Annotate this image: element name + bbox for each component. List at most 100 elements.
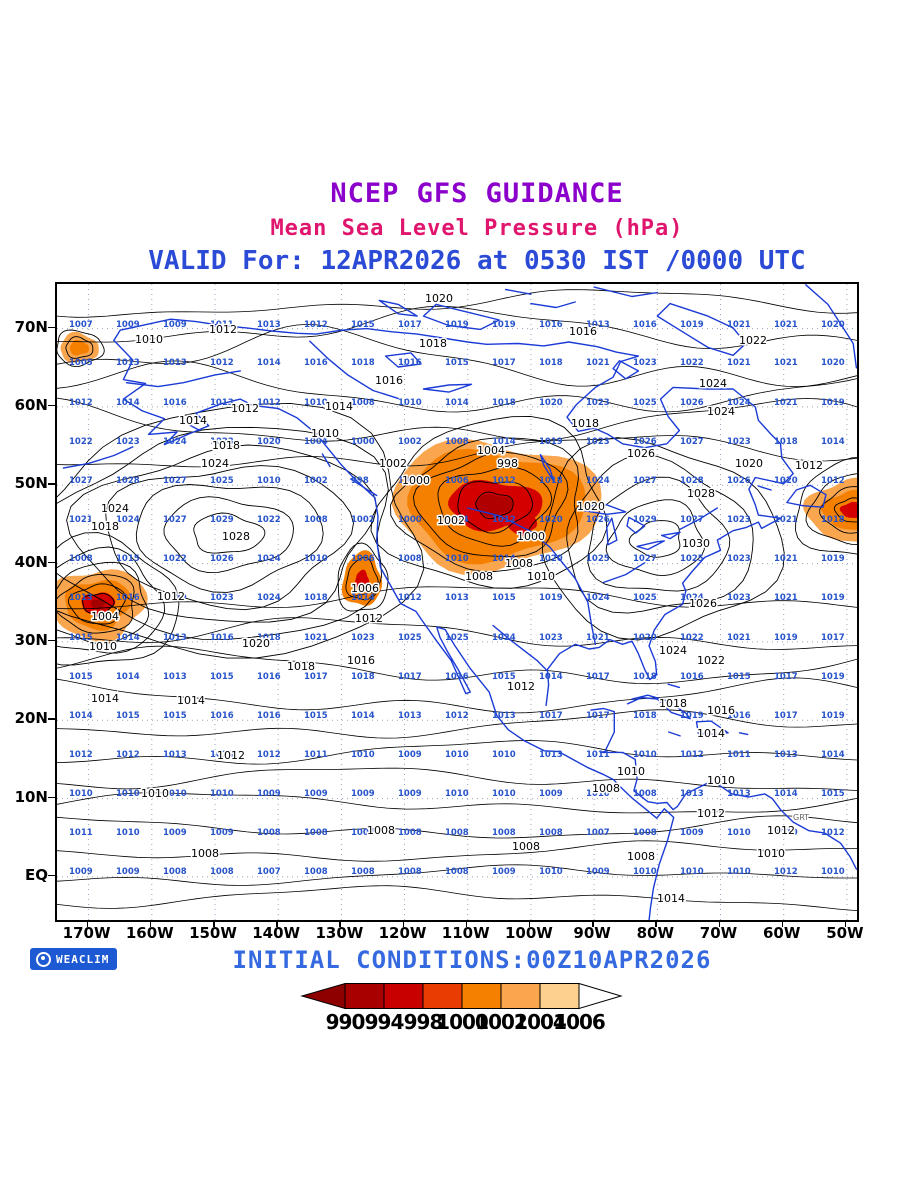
lon-tick-mark xyxy=(86,920,89,927)
svg-text:1008: 1008 xyxy=(445,437,469,447)
svg-text:1019: 1019 xyxy=(821,554,845,564)
svg-text:1010: 1010 xyxy=(304,554,328,564)
svg-text:1020: 1020 xyxy=(242,637,270,650)
lon-tick-mark xyxy=(276,920,278,927)
colorbar-tick-label: 1004 xyxy=(514,1010,567,1034)
svg-text:1017: 1017 xyxy=(398,672,422,682)
svg-text:1009: 1009 xyxy=(163,828,187,838)
svg-text:1016: 1016 xyxy=(163,398,187,408)
lat-tick-label: 70N xyxy=(14,317,48,336)
svg-text:1019: 1019 xyxy=(539,437,563,447)
svg-text:1016: 1016 xyxy=(569,325,597,338)
svg-text:1018: 1018 xyxy=(821,515,845,525)
svg-text:1008: 1008 xyxy=(398,554,422,564)
svg-text:1024: 1024 xyxy=(707,405,735,418)
svg-text:1017: 1017 xyxy=(398,320,422,330)
svg-text:1015: 1015 xyxy=(351,320,375,330)
lat-tick-mark xyxy=(48,718,55,720)
svg-text:1015: 1015 xyxy=(821,789,845,799)
svg-text:1016: 1016 xyxy=(445,672,469,682)
svg-text:1009: 1009 xyxy=(398,750,422,760)
svg-text:1014: 1014 xyxy=(821,437,845,447)
svg-text:1009: 1009 xyxy=(351,789,375,799)
svg-text:GRT: GRT xyxy=(793,813,809,822)
svg-text:1018: 1018 xyxy=(774,437,798,447)
svg-text:1018: 1018 xyxy=(351,672,375,682)
svg-text:1018: 1018 xyxy=(287,660,315,673)
svg-text:1009: 1009 xyxy=(163,320,187,330)
svg-text:1015: 1015 xyxy=(727,672,751,682)
svg-text:1002: 1002 xyxy=(379,457,407,470)
lon-tick-mark xyxy=(781,920,784,927)
svg-text:1014: 1014 xyxy=(774,789,798,799)
svg-text:1010: 1010 xyxy=(135,333,163,346)
svg-text:1012: 1012 xyxy=(492,515,516,525)
svg-text:1018: 1018 xyxy=(212,439,240,452)
svg-text:1013: 1013 xyxy=(257,320,281,330)
svg-text:1024: 1024 xyxy=(659,644,687,657)
svg-text:1016: 1016 xyxy=(210,711,234,721)
lon-tick-label: 110W xyxy=(441,924,490,942)
svg-text:1014: 1014 xyxy=(539,672,563,682)
svg-text:1027: 1027 xyxy=(680,515,704,525)
lon-tick-mark xyxy=(465,920,468,927)
svg-text:1020: 1020 xyxy=(539,398,563,408)
lon-tick-label: 80W xyxy=(636,924,675,942)
svg-text:1014: 1014 xyxy=(69,711,93,721)
svg-text:1015: 1015 xyxy=(69,672,93,682)
lat-tick-mark xyxy=(48,326,55,329)
svg-text:1017: 1017 xyxy=(586,672,610,682)
svg-text:1010: 1010 xyxy=(304,398,328,408)
svg-text:1009: 1009 xyxy=(69,867,93,877)
svg-text:1016: 1016 xyxy=(210,633,234,643)
svg-text:1023: 1023 xyxy=(727,593,751,603)
svg-text:1018: 1018 xyxy=(539,358,563,368)
svg-text:1009: 1009 xyxy=(116,320,140,330)
svg-text:1014: 1014 xyxy=(697,727,725,740)
svg-text:1021: 1021 xyxy=(774,593,798,603)
svg-text:1012: 1012 xyxy=(257,398,281,408)
svg-text:1012: 1012 xyxy=(767,824,795,837)
svg-text:1018: 1018 xyxy=(633,672,657,682)
svg-text:1012: 1012 xyxy=(217,749,245,762)
svg-text:998: 998 xyxy=(351,476,369,486)
svg-text:1021: 1021 xyxy=(304,633,328,643)
svg-text:1004: 1004 xyxy=(445,515,469,525)
lat-tick-label: 60N xyxy=(14,395,48,414)
svg-text:1021: 1021 xyxy=(774,515,798,525)
lat-tick-label: 20N xyxy=(14,709,48,728)
svg-text:1014: 1014 xyxy=(351,711,375,721)
svg-text:1025: 1025 xyxy=(586,554,610,564)
svg-text:1029: 1029 xyxy=(633,515,657,525)
svg-text:1012: 1012 xyxy=(116,750,140,760)
weaclim-logo-text: WEACLIM xyxy=(56,952,110,966)
svg-text:1013: 1013 xyxy=(727,789,751,799)
svg-text:1025: 1025 xyxy=(398,633,422,643)
svg-text:1022: 1022 xyxy=(697,654,725,667)
svg-text:1009: 1009 xyxy=(304,789,328,799)
svg-text:1020: 1020 xyxy=(577,500,605,513)
colorbar-tick-label: 1006 xyxy=(553,1010,606,1034)
svg-text:1008: 1008 xyxy=(210,867,234,877)
lon-tick-mark xyxy=(402,920,405,927)
svg-text:1013: 1013 xyxy=(445,593,469,603)
svg-text:1008: 1008 xyxy=(445,867,469,877)
svg-text:1013: 1013 xyxy=(680,789,704,799)
svg-text:1024: 1024 xyxy=(680,593,704,603)
svg-text:1010: 1010 xyxy=(757,847,785,860)
svg-text:1010: 1010 xyxy=(141,787,169,800)
svg-text:1002: 1002 xyxy=(398,437,422,447)
svg-text:1007: 1007 xyxy=(257,867,281,877)
colorbar-tick-label: 1002 xyxy=(475,1010,528,1034)
svg-text:1013: 1013 xyxy=(210,750,234,760)
svg-text:1023: 1023 xyxy=(586,437,610,447)
lon-tick-mark xyxy=(528,920,531,927)
svg-text:1016: 1016 xyxy=(398,358,422,368)
svg-text:1010: 1010 xyxy=(633,867,657,877)
svg-text:1023: 1023 xyxy=(116,437,140,447)
svg-text:1012: 1012 xyxy=(157,590,185,603)
svg-text:1018: 1018 xyxy=(492,398,516,408)
svg-text:1013: 1013 xyxy=(163,358,187,368)
svg-text:1024: 1024 xyxy=(586,476,610,486)
